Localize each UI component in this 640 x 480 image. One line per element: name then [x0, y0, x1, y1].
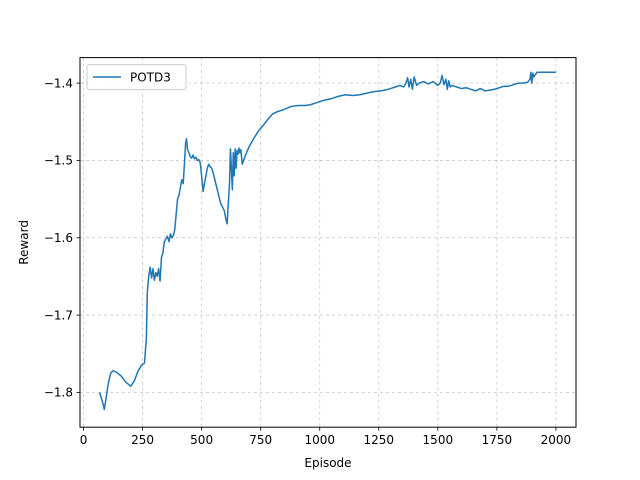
x-tick-label: 1750 [482, 433, 513, 447]
series-line-potd3 [98, 71, 556, 411]
legend: POTD3 [86, 64, 187, 91]
x-tick-label: 2000 [541, 433, 572, 447]
y-axis-label: Reward [17, 220, 31, 265]
plot-frame [79, 57, 577, 428]
x-tick-label: 250 [131, 433, 154, 447]
x-tick-label: 1500 [423, 433, 454, 447]
x-axis: 0 250 500 750 1000 1250 1500 1750 2000 [80, 427, 571, 447]
legend-label-potd3: POTD3 [130, 70, 171, 84]
y-tick-label: −1.5 [44, 154, 73, 168]
y-tick-label: −1.7 [44, 308, 73, 322]
legend-box [86, 64, 187, 91]
y-axis: −1.8 −1.7 −1.6 −1.5 −1.4 [44, 76, 80, 400]
y-tick-label: −1.8 [44, 386, 73, 400]
series-layer [98, 71, 556, 411]
x-tick-label: 0 [80, 433, 88, 447]
y-tick-label: −1.6 [44, 231, 73, 245]
y-tick-label: −1.4 [44, 76, 73, 90]
x-tick-label: 1000 [304, 433, 335, 447]
x-tick-label: 1250 [364, 433, 395, 447]
x-tick-label: 750 [249, 433, 272, 447]
grid [80, 57, 576, 428]
x-axis-label: Episode [304, 456, 351, 470]
x-tick-label: 500 [190, 433, 213, 447]
